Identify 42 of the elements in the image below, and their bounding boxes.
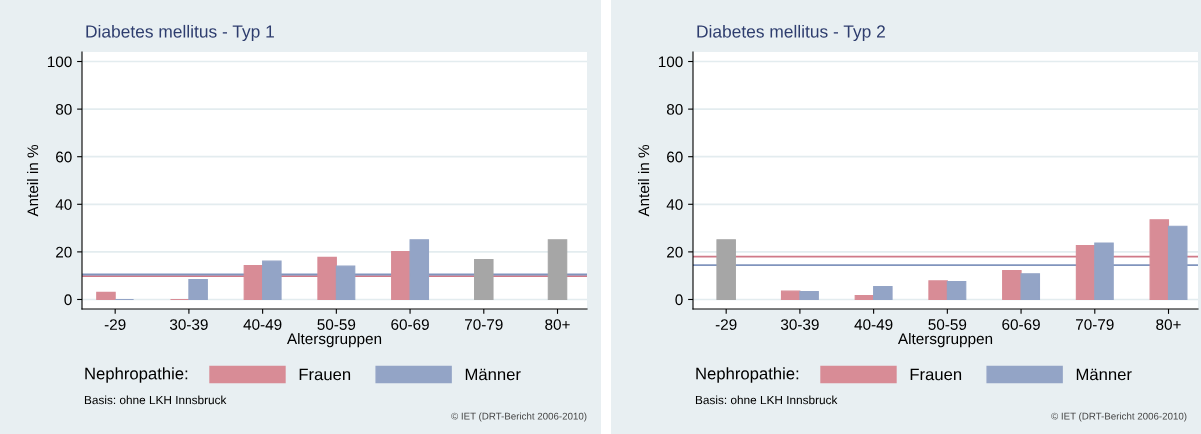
legend-label: Männer xyxy=(1076,368,1132,381)
y-tick-label: 80 xyxy=(55,103,72,115)
legend-title: Nephropathie: xyxy=(696,367,799,383)
y-tick-label: 100 xyxy=(47,56,72,68)
text: Basis: ohne LKH Innsbruck xyxy=(695,395,838,405)
legend-label: Männer xyxy=(465,368,521,381)
y-tick-label: 60 xyxy=(667,151,683,163)
x-axis-title: Altersgruppen xyxy=(286,332,382,348)
y-axis-title: Anteil in % xyxy=(26,144,39,217)
text: © IET (DRT-Bericht 2006-2010) xyxy=(451,412,587,422)
x-tick-label: 40-49 xyxy=(243,319,282,330)
y-tick-label: 40 xyxy=(55,199,72,210)
x-tick-label: 30-39 xyxy=(780,319,819,330)
legend-label: Frauen xyxy=(910,368,962,381)
x-tick-label: 50-59 xyxy=(928,319,967,330)
chart-title: Diabetes mellitus - Typ 1 xyxy=(86,24,274,42)
x-tick-label: 50-59 xyxy=(317,319,356,330)
y-tick-label: 80 xyxy=(666,103,683,115)
y-tick-label: 20 xyxy=(56,246,72,258)
x-tick-label: 70-79 xyxy=(1076,319,1114,330)
y-tick-label: 0 xyxy=(64,294,72,306)
x-axis-title: Altersgruppen xyxy=(897,332,993,348)
x-tick-label: -29 xyxy=(715,319,737,330)
chart-title: Diabetes mellitus - Typ 2 xyxy=(697,24,885,42)
text: Basis: ohne LKH Innsbruck xyxy=(84,395,227,405)
x-tick-label: 60-69 xyxy=(391,319,429,330)
y-tick-label: 60 xyxy=(56,151,72,163)
y-tick-label: 40 xyxy=(666,199,683,210)
x-tick-label: 80+ xyxy=(1156,319,1181,330)
y-tick-label: 100 xyxy=(658,56,683,68)
x-tick-label: 40-49 xyxy=(854,319,893,330)
text: © IET (DRT-Bericht 2006-2010) xyxy=(1051,412,1187,422)
x-tick-label: 30-39 xyxy=(169,319,208,330)
x-tick-label: 80+ xyxy=(545,319,570,330)
y-tick-label: 20 xyxy=(667,246,683,258)
legend-title: Nephropathie: xyxy=(85,367,188,383)
legend-label: Frauen xyxy=(299,368,351,381)
y-tick-label: 0 xyxy=(675,294,683,306)
y-axis-title: Anteil in % xyxy=(637,144,650,217)
x-tick-label: 70-79 xyxy=(465,319,503,330)
x-tick-label: 60-69 xyxy=(1002,319,1040,330)
x-tick-label: -29 xyxy=(104,319,126,330)
